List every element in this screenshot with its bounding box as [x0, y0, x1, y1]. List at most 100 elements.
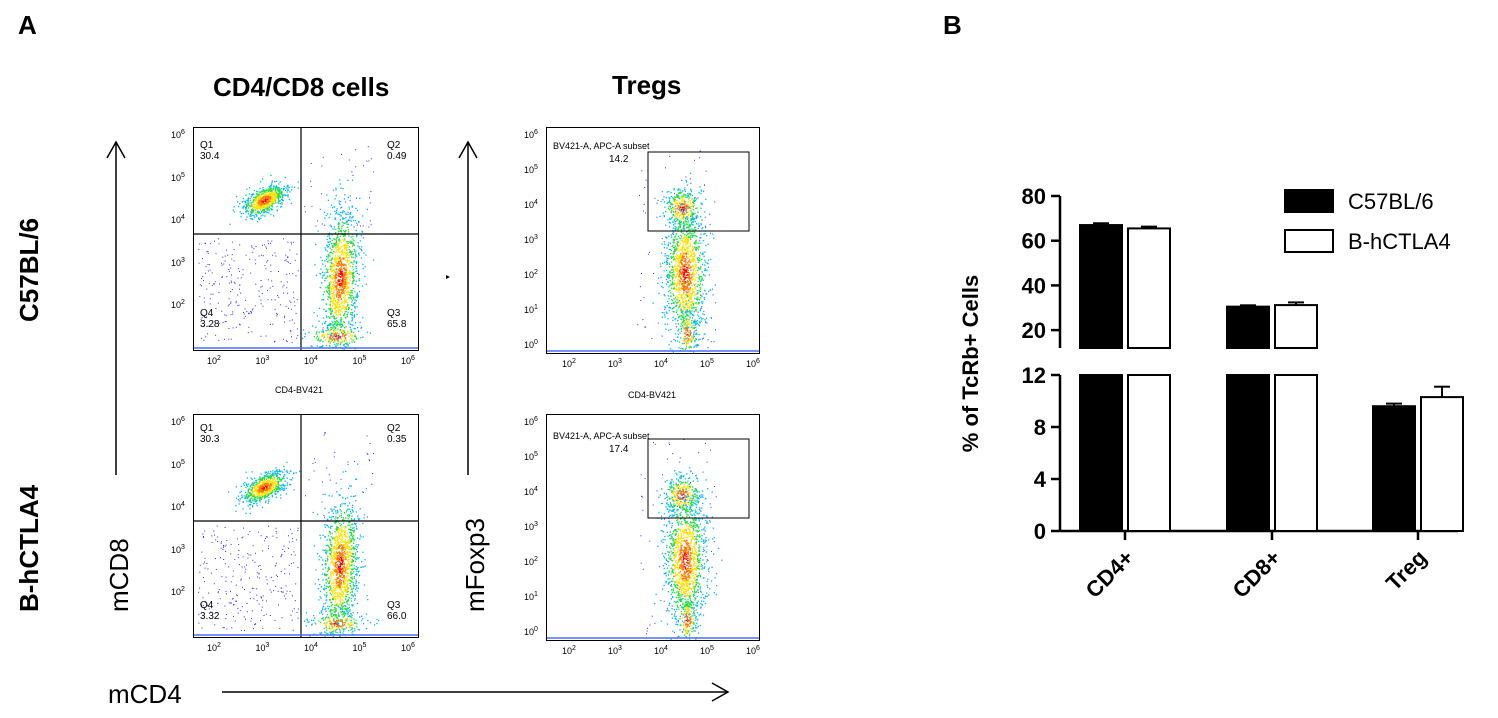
y-tick-label: 20	[1022, 318, 1046, 343]
treg-plot-c57bl6: BV421-A, APC-A subset 14.2	[546, 127, 760, 354]
x-axis-label-mcd4: mCD4	[108, 679, 182, 709]
cd4-arrowhead	[711, 682, 730, 702]
axis-tick-label: 106	[746, 358, 760, 369]
density-points	[198, 146, 375, 350]
col-title-cd4cd8: CD4/CD8 cells	[213, 72, 390, 102]
q4-label: Q4 3.28	[200, 308, 220, 330]
y-tick-label: 80	[1022, 184, 1046, 209]
axis-tick-label: 104	[524, 486, 538, 497]
axis-tick-label: 102	[524, 269, 538, 280]
bar-upper	[1079, 224, 1123, 349]
axis-tick-label: 105	[700, 358, 714, 369]
axis-tick-label: 101	[524, 304, 538, 315]
legend-swatch	[1284, 229, 1334, 253]
axis-tick-label: 106	[524, 129, 538, 140]
bar-treg-1	[1420, 385, 1464, 532]
bar-cd4plus-0	[1079, 222, 1123, 532]
y-axis-label-mfoxp3: mFoxp3	[460, 518, 490, 612]
bar-lower	[1372, 405, 1416, 532]
y-tick-label: 4	[1034, 467, 1047, 492]
cd4cd8-plot-bhctla4: Q1 30.3 Q2 0.35 Q3 66.0 Q4 3.32	[193, 414, 419, 638]
axis-tick-label: 103	[608, 358, 622, 369]
bar-lower	[1127, 374, 1171, 532]
axis-tick-label: 100	[524, 339, 538, 350]
axis-tick-label: 103	[608, 645, 622, 656]
q2-label: Q2 0.49	[387, 140, 407, 162]
legend-label: C57BL/6	[1348, 189, 1434, 214]
bar-chart: % of TcRb+ Cells 20 40 60 80 0 4 8 12 CD4+ CD8+ Tre…	[958, 184, 1464, 603]
axis-tick-label: 102	[171, 586, 185, 597]
y-axis-label-mcd8: mCD8	[104, 538, 134, 612]
axis-tick-label: 106	[401, 642, 415, 653]
foxp3-arrowhead	[458, 140, 478, 159]
bar-lower	[1420, 396, 1464, 532]
chart-ylabel: % of TcRb+ Cells	[958, 275, 983, 452]
bar-lower	[1226, 374, 1270, 532]
axis-tick-label: 105	[352, 642, 367, 653]
treg-gate	[647, 438, 750, 519]
col-title-tregs: Tregs	[612, 70, 682, 100]
axis-tick-label: 102	[171, 299, 185, 310]
axis-tick-label: 105	[524, 164, 538, 175]
bar-lower	[1274, 374, 1318, 532]
axis-tick-label: 105	[524, 451, 538, 462]
axis-tick-label: 106	[401, 355, 415, 366]
density-points	[198, 432, 380, 637]
panel-letter-a: A	[18, 10, 37, 40]
y-tick-label: 40	[1022, 273, 1046, 298]
axis-tick-label: 104	[654, 645, 668, 656]
treg-gate-label: BV421-A, APC-A subset	[553, 141, 650, 151]
axis-tick-label: 106	[746, 645, 760, 656]
axis-tick-label: 102	[562, 645, 576, 656]
axis-tick-label: 103	[524, 234, 538, 245]
cd4cd8-plot-c57bl6: Q1 30.4 Q2 0.49 Q3 65.8 Q4 3.28	[193, 127, 419, 351]
axis-tick-label: 104	[171, 501, 185, 512]
bar-upper	[1274, 304, 1318, 349]
axis-tick-label: 106	[524, 416, 538, 427]
axis-tick-label: 106	[171, 129, 185, 140]
y-tick-label: 0	[1034, 519, 1046, 544]
density-points	[637, 150, 717, 353]
axis-tick-label: 104	[524, 199, 538, 210]
q1-label: Q1 30.4	[200, 140, 220, 162]
axis-tick-label: 105	[171, 458, 185, 470]
q3-label: Q3 66.0	[387, 600, 407, 622]
q3-label: Q3 65.8	[387, 308, 407, 330]
legend-swatch	[1284, 189, 1334, 213]
axis-tick-label: 103	[171, 543, 185, 555]
axis-tick-label: 100	[524, 626, 538, 637]
q2-label: Q2 0.35	[387, 423, 407, 445]
q4-label: Q4 3.32	[200, 600, 220, 622]
bar-cd4plus-1	[1127, 225, 1171, 532]
treg-gate	[647, 151, 750, 232]
legend-label: B-hCTLA4	[1348, 229, 1451, 254]
bar-cd8plus-0	[1226, 304, 1270, 532]
axis-tick-label: 104	[304, 642, 318, 653]
bar-lower	[1079, 374, 1123, 532]
treg-gate-value: 17.4	[609, 444, 629, 455]
treg-gate-label: BV421-A, APC-A subset	[553, 431, 650, 441]
small-marker	[446, 275, 450, 279]
axis-tick-label: 102	[524, 556, 538, 567]
bar-treg-0	[1372, 402, 1416, 532]
axis-tick-label: 104	[171, 214, 185, 225]
cd8-arrowhead	[106, 140, 126, 159]
axis-tick-label: 106	[171, 416, 185, 427]
y-tick-label: 8	[1034, 415, 1046, 440]
axis-tick-label: 104	[654, 358, 668, 369]
y-tick-label: 12	[1022, 363, 1046, 388]
axis-tick-label: 102	[207, 355, 221, 366]
axis-tick-label: 103	[255, 355, 270, 366]
axis-tick-label: 103	[171, 256, 185, 268]
bar-upper	[1127, 227, 1171, 349]
treg-gate-value: 14.2	[609, 154, 629, 165]
axis-tick-label: 105	[352, 355, 367, 366]
plot-xlabel-cd4cd8: CD4-BV421	[275, 385, 324, 395]
axis-tick-label: 103	[255, 642, 270, 653]
plot-xlabel-treg: CD4-BV421	[628, 390, 677, 400]
axis-tick-label: 103	[524, 521, 538, 532]
q1-label: Q1 30.3	[200, 423, 220, 445]
y-tick-label: 60	[1022, 229, 1046, 254]
treg-plot-bhctla4: BV421-A, APC-A subset 17.4	[546, 414, 760, 641]
axis-tick-label: 104	[304, 355, 318, 366]
